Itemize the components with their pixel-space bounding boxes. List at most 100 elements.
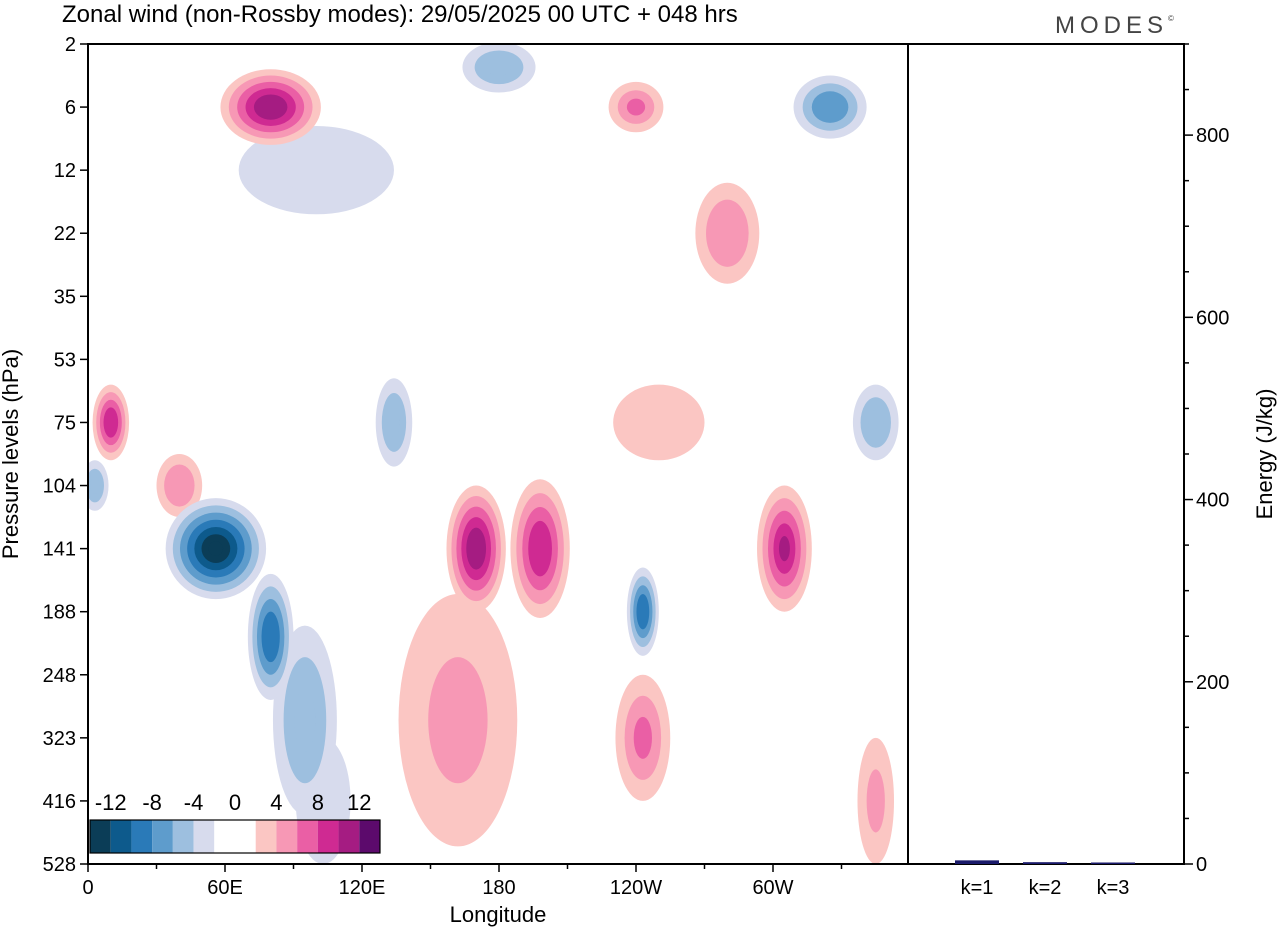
x-tick-label: 180: [482, 877, 515, 899]
wind-contour-band: [716, 216, 738, 251]
energy-tick-label: 800: [1196, 125, 1229, 147]
wind-feature-9: [375, 378, 413, 467]
wind-contour-band: [534, 534, 547, 563]
wind-contour-band: [626, 98, 646, 116]
colorbar-swatch: [255, 820, 277, 853]
colorbar-swatch: [152, 820, 173, 853]
wind-contour-band: [868, 409, 884, 436]
wind-feature-2: [398, 594, 518, 847]
wind-contour-band: [486, 58, 512, 76]
y-tick-label: 6: [65, 97, 76, 119]
brand-logo: MODES©: [1055, 12, 1179, 39]
wind-contour-band: [262, 100, 280, 114]
colorbar-swatch: [317, 820, 339, 853]
energy-bars: k=1 k=2 k=3: [955, 860, 1135, 899]
colorbar-frame: [89, 819, 381, 854]
wind-feature-20: [446, 485, 506, 612]
x-axis-label: Longitude: [450, 902, 547, 927]
x-tick-label: 120W: [610, 877, 662, 899]
energy-bar-k=2: [1023, 862, 1067, 864]
colorbar-label: -12: [95, 790, 127, 815]
energy-category-label: k=1: [961, 877, 994, 899]
energy-tick-label: 400: [1196, 490, 1229, 512]
y-tick-label: 12: [54, 160, 76, 182]
colorbar-label: -4: [184, 790, 204, 815]
figure-title: Zonal wind (non-Rossby modes): 29/05/202…: [62, 1, 738, 28]
energy-tick-label: 600: [1196, 307, 1229, 329]
energy-bar-k=1: [955, 860, 999, 864]
wind-feature-16: [92, 384, 130, 461]
x-tick-label: 60W: [752, 877, 793, 899]
colorbar-label: -8: [142, 790, 162, 815]
wind-feature-15: [247, 573, 294, 700]
colorbar-swatch: [193, 820, 215, 853]
y-axis-label: Pressure levels (hPa): [0, 349, 23, 559]
colorbar-label: 0: [229, 790, 241, 815]
energy-axes: 0 200 400 600 800: [1184, 43, 1229, 876]
colorbar-swatch: [172, 820, 194, 853]
energy-axis-label: Energy (J/kg): [1252, 389, 1277, 520]
wind-feature-7: [695, 182, 760, 284]
wind-contour-band: [266, 624, 276, 650]
y-tick-label: 53: [54, 349, 76, 371]
y-tick-label: 35: [54, 286, 76, 308]
colorbar-swatch: [110, 820, 132, 853]
wind-contour-band: [633, 716, 652, 759]
wind-feature-19: [757, 485, 812, 612]
wind-feature-12: [615, 674, 671, 801]
wind-contour-band: [387, 407, 401, 438]
y-tick-label: 188: [43, 602, 76, 624]
energy-tick-label: 200: [1196, 672, 1229, 694]
wind-contour-band: [820, 99, 840, 115]
energy-bar-plot: k=1 k=2 k=3 0 200 400 600 800 Energy (J/kg): [907, 43, 1277, 899]
wind-feature-3: [857, 737, 895, 864]
wind-contour-band: [277, 148, 356, 193]
wind-contour-band: [294, 688, 316, 752]
wind-contour-band: [471, 538, 482, 560]
wind-feature-18: [626, 567, 659, 656]
wind-contour-band: [636, 403, 682, 442]
y-tick-label: 528: [43, 854, 76, 876]
wind-feature-6: [156, 454, 203, 518]
wind-contour-band: [171, 475, 187, 497]
wind-feature-4: [238, 125, 394, 215]
colorbar-swatch: [235, 820, 256, 853]
colorbar-legend: -12 -8 -4 0 4 8 12: [89, 790, 381, 854]
colorbar-swatch: [131, 820, 153, 853]
colorbar-label: 12: [347, 790, 371, 815]
wind-contour-band: [778, 536, 790, 562]
energy-category-label: k=3: [1097, 877, 1130, 899]
colorbar-swatch: [338, 820, 360, 853]
wind-contour-band: [639, 602, 647, 621]
y-tick-label: 248: [43, 665, 76, 687]
wind-feature-10: [88, 460, 109, 511]
wind-feature-17: [510, 479, 570, 618]
wind-contour-band: [208, 541, 224, 556]
x-tick-label: 60E: [207, 877, 243, 899]
energy-bar-k=3: [1091, 862, 1135, 864]
y-tick-label: 416: [43, 791, 76, 813]
y-tick-label: 75: [54, 412, 76, 434]
wind-feature-11: [852, 384, 899, 461]
heatmap-field: [88, 44, 899, 864]
wind-feature-14: [793, 75, 867, 139]
colorbar-swatch: [214, 820, 235, 853]
energy-tick-label: 0: [1196, 854, 1207, 876]
wind-contour-band: [428, 657, 488, 784]
energy-plot-frame: [907, 43, 1185, 865]
colorbar-label: 4: [270, 790, 282, 815]
y-tick-label: 22: [54, 223, 76, 245]
colorbar-swatch: [276, 820, 298, 853]
wind-feature-13: [608, 81, 664, 133]
y-tick-label: 104: [43, 476, 76, 498]
x-tick-label: 0: [82, 877, 93, 899]
wind-feature-22: [165, 498, 267, 600]
colorbar-swatch: [359, 820, 380, 853]
y-tick-label: 323: [43, 728, 76, 750]
colorbar-swatch: [90, 820, 111, 853]
x-tick-label: 120E: [339, 877, 386, 899]
wind-contour-band: [107, 414, 115, 431]
